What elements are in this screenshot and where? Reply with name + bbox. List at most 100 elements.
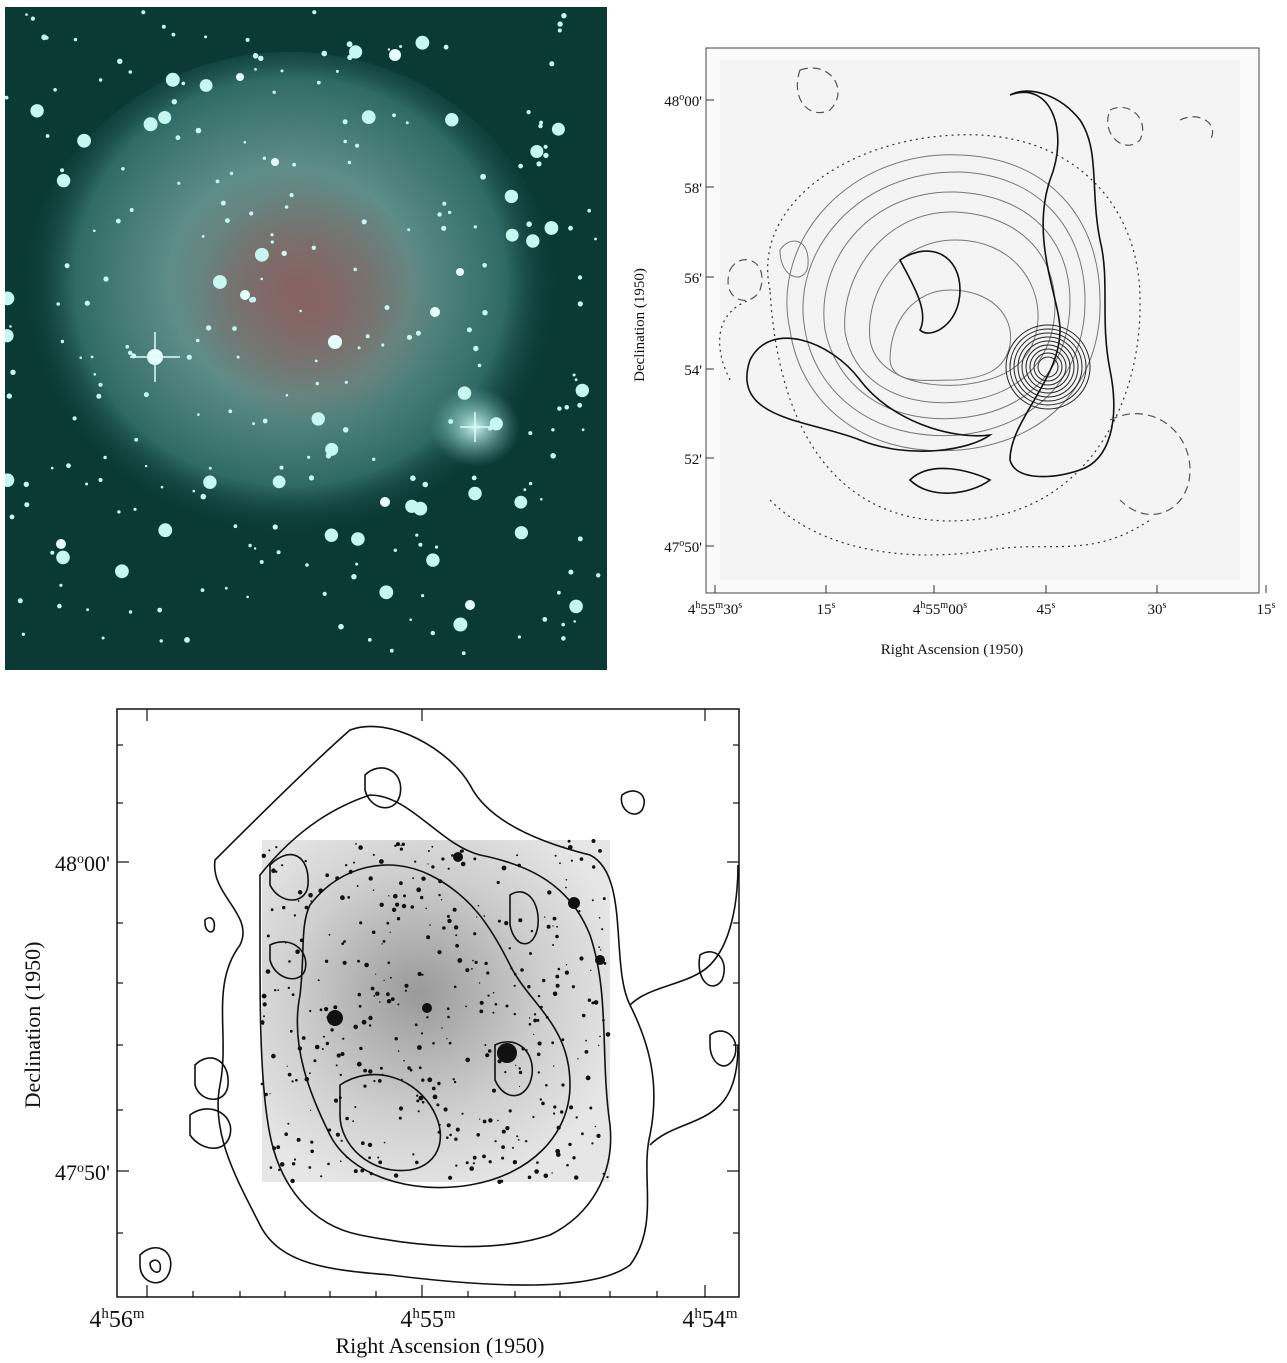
star <box>324 528 339 542</box>
star <box>310 1109 312 1111</box>
star <box>410 475 416 482</box>
star <box>204 35 208 39</box>
star <box>501 1156 505 1160</box>
nebula-core <box>195 187 435 427</box>
star <box>220 200 226 206</box>
star <box>557 967 561 971</box>
star <box>86 608 89 612</box>
star <box>85 482 89 486</box>
star <box>421 1078 425 1082</box>
star <box>446 1007 450 1010</box>
star <box>295 949 300 954</box>
bright-star <box>380 497 390 507</box>
star <box>265 969 271 974</box>
star <box>482 1154 486 1159</box>
star <box>249 211 254 216</box>
star <box>536 1052 541 1057</box>
star <box>295 1078 298 1082</box>
star <box>537 1071 540 1074</box>
star <box>572 373 576 377</box>
star <box>407 228 411 232</box>
bright-star <box>56 539 66 549</box>
star <box>389 648 394 653</box>
star <box>452 1078 455 1081</box>
star <box>228 409 233 414</box>
star <box>416 887 422 893</box>
star <box>461 1112 464 1115</box>
star <box>304 905 309 910</box>
star <box>272 524 278 530</box>
star <box>437 212 442 217</box>
star <box>472 1155 477 1160</box>
star <box>401 903 407 909</box>
star <box>353 1169 358 1174</box>
star <box>591 1142 594 1145</box>
star <box>370 986 375 991</box>
star <box>125 344 130 349</box>
star <box>98 477 103 483</box>
contour-map: 48o00' 58' 56' 54' 52' 47o50' 4h55m30s 1… <box>632 47 1276 658</box>
star <box>342 960 347 965</box>
star <box>134 437 139 442</box>
star <box>398 1106 404 1111</box>
star <box>565 964 568 966</box>
svg-text:15s: 15s <box>817 600 836 618</box>
star <box>351 532 365 546</box>
star <box>5 329 14 343</box>
star <box>561 622 565 627</box>
star <box>442 926 446 930</box>
star <box>472 1162 475 1165</box>
star <box>381 343 385 347</box>
contour-dec-label: 58' <box>684 181 702 197</box>
star <box>171 32 176 37</box>
star <box>262 418 268 424</box>
star <box>311 245 316 250</box>
star <box>103 455 107 460</box>
star <box>446 1123 451 1128</box>
contour-ra-label: 4 <box>688 602 696 618</box>
star <box>387 48 391 51</box>
star <box>554 854 557 857</box>
star <box>484 961 488 966</box>
star <box>347 160 352 165</box>
star <box>275 846 278 849</box>
star <box>551 428 555 432</box>
star <box>422 481 429 488</box>
star <box>527 985 531 989</box>
star <box>415 1160 419 1165</box>
star <box>466 327 472 333</box>
star <box>427 850 430 852</box>
star-field <box>5 10 601 656</box>
star <box>584 1050 589 1054</box>
svg-text:4h55m: 4h55m <box>400 1306 456 1333</box>
star <box>368 1156 371 1160</box>
star <box>596 1133 601 1138</box>
star <box>236 355 240 359</box>
star <box>605 1032 611 1037</box>
star <box>309 1009 312 1013</box>
star <box>416 1094 419 1097</box>
star <box>195 127 202 134</box>
star <box>585 1039 587 1042</box>
star <box>399 45 403 48</box>
star <box>489 417 503 431</box>
contour-dotted-lines <box>719 134 1151 556</box>
star <box>430 630 435 636</box>
star <box>526 234 540 248</box>
star <box>577 402 583 408</box>
star <box>184 637 190 643</box>
star <box>518 1070 523 1075</box>
star <box>271 1053 276 1059</box>
star <box>347 896 351 899</box>
star <box>275 870 278 873</box>
star <box>324 1007 329 1012</box>
overlay-bright-stars <box>327 852 605 1063</box>
star <box>570 859 574 862</box>
star <box>287 1072 292 1077</box>
star <box>260 277 263 281</box>
star <box>590 969 592 971</box>
star <box>342 119 348 125</box>
star <box>284 205 289 209</box>
star <box>568 569 574 575</box>
star <box>418 1066 422 1070</box>
